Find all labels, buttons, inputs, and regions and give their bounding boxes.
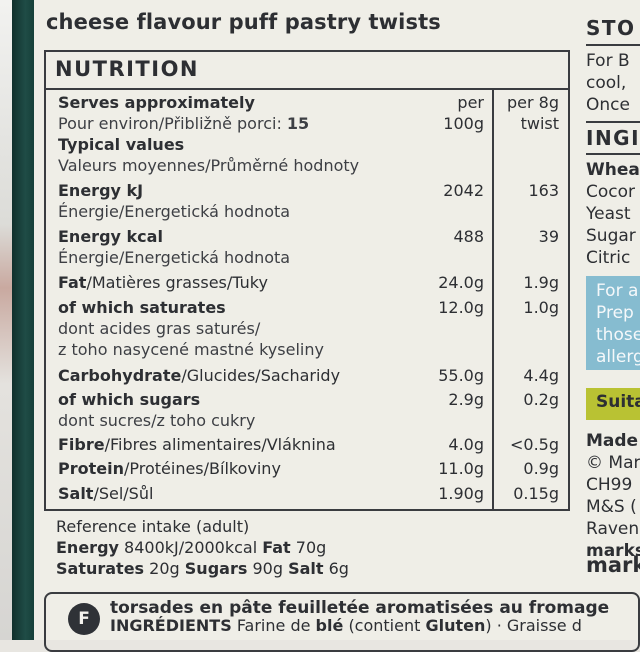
ingredient-line-2: Cocor xyxy=(586,182,636,202)
ref-energy-value: 8400kJ/2000kcal xyxy=(124,538,258,557)
nutrient-label: Carbohydrate xyxy=(58,366,182,385)
made-line-1: Made xyxy=(586,431,639,451)
typical-sub-label: Valeurs moyennes/Průměrné hodnoty xyxy=(58,156,360,175)
value-per8: 1.0g xyxy=(523,298,559,317)
reference-line-2: Energy 8400kJ/2000kcal Fat 70g xyxy=(56,537,349,558)
allergy-advice-box: For a Prep those allerg xyxy=(586,276,640,370)
box-spine xyxy=(12,0,34,640)
value-per8: 0.2g xyxy=(523,390,559,409)
french-ingredients-label: INGRÉDIENTS xyxy=(110,616,232,635)
typical-label: Typical values xyxy=(58,135,185,154)
value-per100: 2042 xyxy=(443,181,484,200)
ingredient-line-4: Sugar xyxy=(586,226,636,246)
nutrient-label-translations: /Glucides/Sacharidy xyxy=(181,366,341,385)
value-per8: 39 xyxy=(538,227,559,246)
reference-line-3: Saturates 20g Sugars 90g Salt 6g xyxy=(56,558,349,579)
ref-fat-label: Fat xyxy=(262,538,291,557)
allergy-line-1: For a xyxy=(596,281,639,301)
serves-sub-label: Pour environ/Přibližně porci: xyxy=(58,114,282,133)
made-line-2: © Mar xyxy=(586,453,640,473)
value-per8: 0.15g xyxy=(513,484,559,503)
value-per100: 2.9g xyxy=(448,390,484,409)
ref-energy-label: Energy xyxy=(56,538,119,557)
value-per100: 4.0g xyxy=(448,435,484,454)
nutrient-label: Fat xyxy=(58,273,87,292)
suitable-label: Suita xyxy=(596,392,640,412)
col-per100-header-line1: per xyxy=(457,93,484,112)
value-per8: 0.9g xyxy=(523,459,559,478)
value-per8: 1.9g xyxy=(523,273,559,292)
value-per100: 488 xyxy=(453,227,484,246)
nutrient-label: Salt xyxy=(58,484,94,503)
ref-saturates-label: Saturates xyxy=(56,559,145,578)
value-per100: 12.0g xyxy=(438,298,484,317)
storage-heading: STO xyxy=(586,16,636,40)
nutrient-label: Protein xyxy=(58,459,124,478)
nutrient-sub-label-2: z toho nasycené mastné kyseliny xyxy=(58,340,324,359)
value-per100: 55.0g xyxy=(438,366,484,385)
ref-sugars-label: Sugars xyxy=(184,559,248,578)
ingredient-line-5: Citric xyxy=(586,248,631,268)
nutrition-heading-bar: NUTRITION xyxy=(46,52,568,90)
product-title: cheese flavour puff pastry twists xyxy=(46,10,441,34)
value-per100: 1.90g xyxy=(438,484,484,503)
nutrient-label: Fibre xyxy=(58,435,105,454)
ingredient-line-3: Yeast xyxy=(586,204,631,224)
nutrient-label: Energy kcal xyxy=(58,227,163,246)
reference-heading: Reference intake (adult) xyxy=(56,517,250,536)
value-per8: 4.4g xyxy=(523,366,559,385)
nutrition-table: NUTRITION Serves approximately Pour envi… xyxy=(44,50,570,511)
made-line-5: Raven xyxy=(586,519,640,539)
storage-line-3: Once xyxy=(586,95,630,115)
ingredients-rule-bottom xyxy=(586,153,640,155)
reference-intake: Reference intake (adult) Energy 8400kJ/2… xyxy=(56,516,349,579)
nutrient-sub-label: Énergie/Energetická hodnota xyxy=(58,202,291,221)
column-divider xyxy=(492,88,494,509)
french-badge-icon: F xyxy=(68,603,100,635)
brand-logo-text: mark xyxy=(586,553,640,577)
allergy-line-2: Prep xyxy=(596,303,634,323)
made-line-6: marks xyxy=(586,541,640,561)
storage-line-1: For B xyxy=(586,51,630,71)
suitable-badge: Suita xyxy=(586,388,640,420)
nutrient-label: of which sugars xyxy=(58,390,201,409)
value-per100: 24.0g xyxy=(438,273,484,292)
nutrition-heading: NUTRITION xyxy=(55,57,200,81)
made-line-4: M&S ( xyxy=(586,497,637,517)
nutrient-label-translations: /Sel/Sůl xyxy=(93,484,154,503)
nutrient-label: Energy kJ xyxy=(58,181,144,200)
nutrient-label-translations: /Fibres alimentaires/Vláknina xyxy=(104,435,336,454)
col-per8-header-line2: twist xyxy=(520,114,559,133)
ref-saturates-value: 20g xyxy=(149,559,180,578)
serves-label: Serves approximately xyxy=(58,93,255,112)
ref-fat-value: 70g xyxy=(295,538,327,557)
col-per100-header-line2: 100g xyxy=(443,114,484,133)
allergy-line-3: those xyxy=(596,325,640,345)
value-per8: <0.5g xyxy=(509,435,559,454)
ref-salt-label: Salt xyxy=(288,559,324,578)
ingredient-line-1: Wheat xyxy=(586,160,640,180)
pack-panel xyxy=(34,0,640,640)
nutrient-sub-label: Énergie/Energetická hodnota xyxy=(58,248,291,267)
nutrient-sub-label-1: dont acides gras saturés/ xyxy=(58,319,261,338)
value-per100: 11.0g xyxy=(438,459,484,478)
storage-rule xyxy=(586,44,640,46)
nutrient-label-translations: /Matières grasses/Tuky xyxy=(86,273,268,292)
french-ingredients: INGRÉDIENTS Farine de blé (contient Glut… xyxy=(110,616,582,635)
ingredients-rule-top xyxy=(586,121,640,123)
col-per8-header-line1: per 8g xyxy=(507,93,559,112)
storage-line-2: cool, xyxy=(586,73,627,93)
nutrient-sub-label: dont sucres/z toho cukry xyxy=(58,411,256,430)
french-title: torsades en pâte feuilletée aromatisées … xyxy=(110,598,610,618)
serves-count: 15 xyxy=(286,114,310,133)
value-per8: 163 xyxy=(528,181,559,200)
allergy-line-4: allerg xyxy=(596,347,640,367)
ref-salt-value: 6g xyxy=(328,559,349,578)
made-line-3: CH99 xyxy=(586,475,633,495)
ingredients-heading: INGI xyxy=(586,126,640,150)
ref-sugars-value: 90g xyxy=(252,559,283,578)
nutrient-label-translations: /Protéines/Bílkoviny xyxy=(123,459,281,478)
nutrient-label: of which saturates xyxy=(58,298,226,317)
